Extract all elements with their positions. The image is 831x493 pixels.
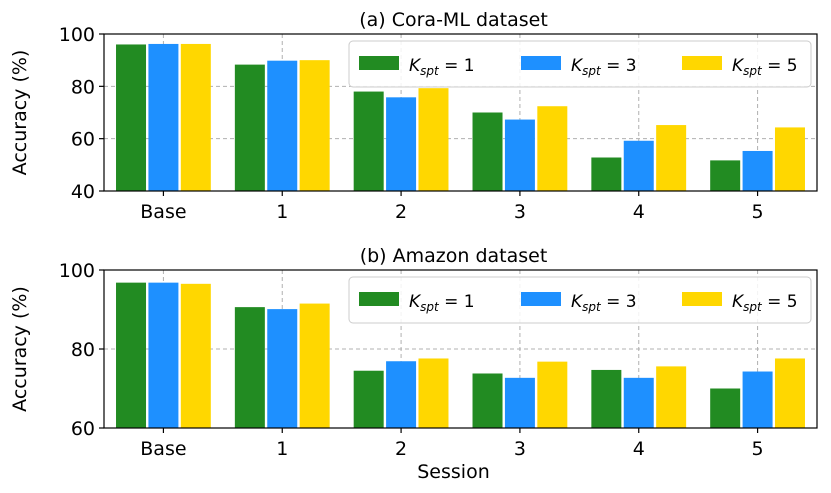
bar bbox=[472, 373, 503, 428]
y-axis-label: Accuracy (%) bbox=[9, 286, 31, 412]
bar bbox=[537, 361, 568, 428]
legend-label: Kspt = 5 bbox=[732, 292, 798, 314]
legend-label: Kspt = 5 bbox=[732, 56, 798, 78]
x-tick-label: 1 bbox=[276, 201, 288, 223]
legend-label: Kspt = 1 bbox=[409, 56, 475, 78]
bar bbox=[267, 309, 298, 428]
legend: Kspt = 1 Kspt = 3 Kspt = 5 bbox=[348, 276, 812, 324]
bar bbox=[234, 307, 265, 428]
bar bbox=[742, 371, 773, 428]
bar bbox=[774, 358, 805, 428]
legend-box bbox=[348, 40, 812, 88]
bar bbox=[774, 127, 805, 191]
legend-label: Kspt = 3 bbox=[571, 56, 637, 78]
x-tick-label: 3 bbox=[514, 201, 526, 223]
bar bbox=[299, 60, 330, 191]
bar bbox=[656, 125, 687, 191]
y-tick-label: 40 bbox=[71, 181, 95, 203]
y-tick-label: 60 bbox=[71, 129, 95, 151]
x-tick-label: 2 bbox=[395, 201, 407, 223]
legend-label: Kspt = 1 bbox=[409, 292, 475, 314]
bar bbox=[299, 303, 330, 428]
x-tick-label: Base bbox=[140, 201, 186, 223]
bar bbox=[623, 377, 654, 428]
x-tick-label: 3 bbox=[514, 438, 526, 460]
x-tick-label: 4 bbox=[633, 201, 645, 223]
bar bbox=[353, 370, 384, 428]
bar bbox=[386, 361, 417, 428]
bar bbox=[234, 64, 265, 191]
x-tick-label: 5 bbox=[752, 438, 764, 460]
bar bbox=[504, 119, 535, 191]
bar bbox=[180, 283, 211, 428]
chart-panel-2: 60 80 100 Base 1 2 3 4 5 (b) Amazon dataset Accura… bbox=[9, 245, 818, 483]
bar bbox=[116, 44, 147, 191]
y-tick-label: 80 bbox=[71, 339, 95, 361]
chart-title: (a) Cora-ML dataset bbox=[359, 9, 548, 31]
x-tick-label: Base bbox=[140, 438, 186, 460]
plot-frame bbox=[103, 33, 818, 192]
bar bbox=[710, 160, 741, 191]
legend-box bbox=[348, 276, 812, 324]
bar bbox=[116, 282, 147, 428]
y-tick-label: 100 bbox=[59, 260, 95, 282]
bar bbox=[472, 112, 503, 191]
y-tick-label: 100 bbox=[59, 24, 95, 46]
x-tick-label: 4 bbox=[633, 438, 645, 460]
x-axis-label: Session bbox=[417, 461, 490, 483]
y-tick-label: 60 bbox=[71, 418, 95, 440]
bar bbox=[623, 140, 654, 191]
bar bbox=[418, 358, 449, 428]
bar bbox=[591, 369, 622, 428]
bar bbox=[418, 88, 449, 191]
legend-swatch bbox=[359, 292, 399, 306]
y-axis-label: Accuracy (%) bbox=[9, 50, 31, 176]
bar bbox=[710, 388, 741, 428]
legend-swatch bbox=[521, 292, 561, 306]
x-tick-label: 1 bbox=[276, 438, 288, 460]
bar bbox=[267, 60, 298, 191]
y-tick-label: 80 bbox=[71, 76, 95, 98]
x-tick-label: 2 bbox=[395, 438, 407, 460]
chart-panel-1: 40 60 80 100 Base 1 2 3 4 5 (a) Cora-ML dataset Acc… bbox=[9, 9, 818, 223]
bar bbox=[148, 282, 179, 428]
bar bbox=[504, 377, 535, 428]
legend-swatch bbox=[682, 292, 722, 306]
bar bbox=[386, 97, 417, 191]
bar bbox=[148, 43, 179, 192]
bar bbox=[742, 150, 773, 191]
legend: Kspt = 1 Kspt = 3 Kspt = 5 bbox=[348, 40, 812, 88]
legend-swatch bbox=[359, 56, 399, 70]
bar bbox=[180, 43, 211, 192]
legend-swatch bbox=[521, 56, 561, 70]
x-tick-label: 5 bbox=[752, 201, 764, 223]
bar bbox=[537, 106, 568, 191]
bar bbox=[353, 91, 384, 191]
bar bbox=[591, 157, 622, 191]
legend-label: Kspt = 3 bbox=[571, 292, 637, 314]
bar bbox=[656, 366, 687, 428]
chart-title: (b) Amazon dataset bbox=[360, 245, 548, 267]
legend-swatch bbox=[682, 56, 722, 70]
